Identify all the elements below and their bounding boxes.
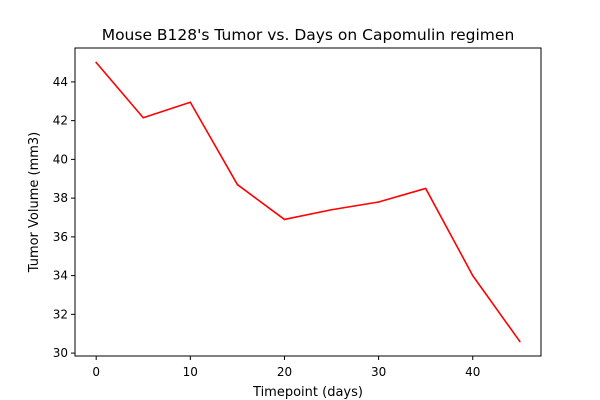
plot-area [74,47,542,357]
y-tick-label: 44 [53,75,68,89]
x-tick-label: 0 [92,365,100,379]
x-axis-label: Timepoint (days) [252,385,363,400]
y-tick-label: 34 [53,269,68,283]
x-tick-label: 30 [371,365,386,379]
data-point [471,274,474,277]
data-point [189,101,192,104]
data-point [424,187,427,190]
y-tick-label: 38 [53,191,68,205]
series-layer [95,61,521,343]
data-point [283,218,286,221]
data-point [377,201,380,203]
y-tick-label: 40 [53,152,68,166]
x-axis: 0 10 20 30 40 [92,356,480,379]
y-tick-label: 32 [53,307,68,321]
series-line [95,61,521,343]
data-point [519,340,521,343]
y-tick-label: 36 [53,230,68,244]
x-tick-label: 10 [183,365,198,379]
y-axis-label: Tumor Volume (mm3) [27,132,42,274]
chart-title: Mouse B128's Tumor vs. Days on Capomulin… [102,26,515,44]
data-point [330,208,333,211]
x-tick-label: 40 [465,365,480,379]
data-point [95,61,97,64]
y-tick-label: 30 [53,346,68,360]
data-point [142,116,145,119]
y-tick-label: 42 [53,114,68,128]
data-point [236,183,239,186]
x-tick-label: 20 [277,365,292,379]
y-axis: 30 32 34 36 38 40 42 44 [53,75,75,360]
